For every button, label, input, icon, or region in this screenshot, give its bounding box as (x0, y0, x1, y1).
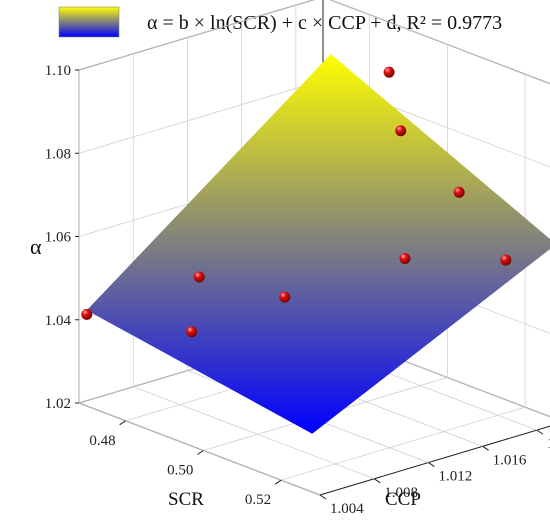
y-axis-label: CCP (385, 489, 421, 510)
legend-colorbar (58, 6, 120, 38)
data-point (453, 186, 465, 198)
z-tick-label: 1.02 (45, 396, 71, 412)
x-axis-label: SCR (168, 489, 204, 510)
gridline (78, 0, 315, 71)
y-tick-label: 1.012 (438, 469, 472, 485)
x-tick-mark (274, 479, 282, 485)
data-point (193, 271, 205, 283)
data-point (383, 66, 395, 78)
y-tick-mark (373, 478, 381, 484)
data-point (279, 291, 291, 303)
z-tick-label: 1.10 (45, 63, 71, 79)
y-tick-label: 1.004 (330, 501, 364, 517)
x-tick-labels: 0.48 0.50 0.52 (89, 420, 282, 508)
z-tick-labels: 1.02 1.04 1.06 1.08 1.10 (45, 63, 79, 412)
box-edge (319, 425, 550, 496)
z-tick-label: 1.06 (45, 230, 72, 246)
y-tick-labels: 1.004 1.008 1.012 1.016 1.020 (319, 429, 550, 517)
x-tick-label: 0.52 (245, 492, 271, 508)
gridline (281, 406, 526, 481)
y-tick-mark (482, 445, 489, 451)
gridline (78, 402, 321, 496)
data-point (395, 125, 407, 137)
y-tick-label: 1.020 (547, 436, 550, 452)
y-tick-mark (536, 429, 544, 435)
data-point (500, 254, 512, 266)
z-tick-label: 1.08 (45, 146, 71, 162)
gridline (133, 386, 375, 480)
data-point (81, 308, 93, 320)
fit-surface (86, 54, 550, 434)
gridline (78, 79, 324, 154)
y-tick-mark (319, 494, 327, 500)
y-tick-mark (428, 462, 435, 467)
data-point (399, 252, 411, 264)
x-tick-mark (197, 450, 204, 455)
x-tick-mark (119, 420, 126, 426)
y-tick-label: 1.016 (493, 452, 527, 468)
gridline (329, 0, 550, 85)
y-tick-label: 1.008 (384, 485, 418, 501)
data-points (81, 66, 512, 338)
x-tick-label: 0.48 (89, 433, 115, 449)
legend-equation: α = b × ln(SCR) + c × CCP + d, R² = 0.97… (147, 12, 502, 34)
z-tick-label: 1.04 (45, 313, 72, 329)
z-axis-label: α (30, 234, 42, 259)
x-tick-label: 0.50 (167, 462, 193, 478)
legend: α = b × ln(SCR) + c × CCP + d, R² = 0.97… (58, 6, 502, 38)
data-point (186, 326, 198, 338)
